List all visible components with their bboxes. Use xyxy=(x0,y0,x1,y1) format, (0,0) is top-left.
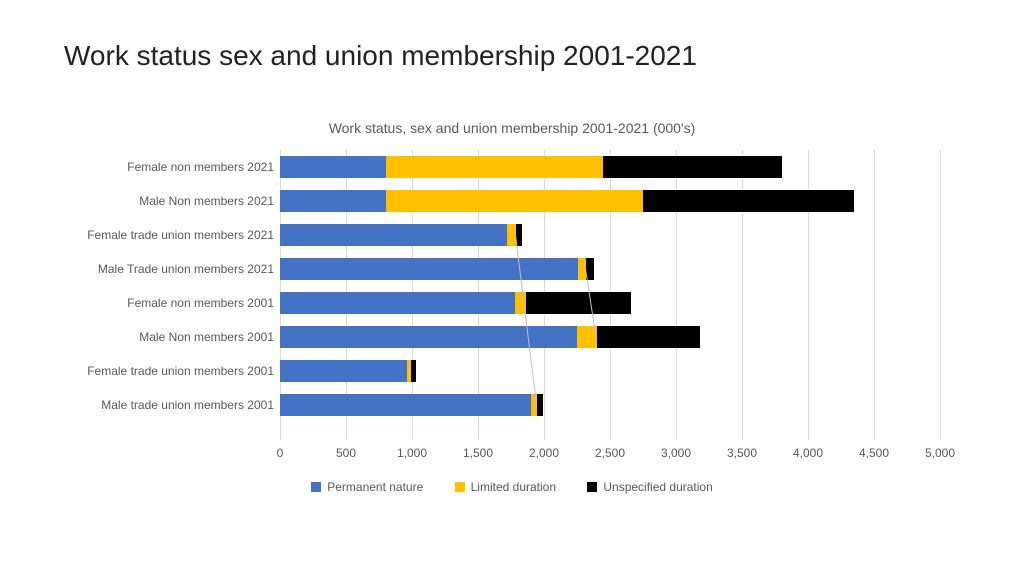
x-tick-label: 2,000 xyxy=(529,446,559,460)
legend-label: Unspecified duration xyxy=(603,480,712,494)
chart-subtitle: Work status, sex and union membership 20… xyxy=(0,120,1024,136)
legend-swatch-unspecified xyxy=(587,482,597,492)
bar-segment xyxy=(643,190,854,212)
bar-segment xyxy=(597,326,700,348)
plot-region xyxy=(280,150,940,440)
bar-segment xyxy=(411,360,416,382)
bar-row xyxy=(280,360,416,382)
bar-segment xyxy=(603,156,781,178)
legend-swatch-permanent xyxy=(311,482,321,492)
page-title: Work status sex and union membership 200… xyxy=(64,40,697,72)
x-tick-label: 3,000 xyxy=(661,446,691,460)
bar-segment xyxy=(280,190,386,212)
bar-segment xyxy=(386,156,604,178)
category-label: Female non members 2001 xyxy=(14,292,274,314)
bar-segment xyxy=(280,224,507,246)
category-label: Male trade union members 2001 xyxy=(14,394,274,416)
legend-swatch-limited xyxy=(455,482,465,492)
bar-row xyxy=(280,190,854,212)
gridline xyxy=(940,150,941,440)
x-tick-label: 4,500 xyxy=(859,446,889,460)
bar-segment xyxy=(526,292,632,314)
x-tick-label: 1,500 xyxy=(463,446,493,460)
gridline xyxy=(874,150,875,440)
x-tick-label: 5,000 xyxy=(925,446,955,460)
legend-item-unspecified: Unspecified duration xyxy=(587,480,712,494)
bar-segment xyxy=(280,258,578,280)
x-tick-label: 500 xyxy=(336,446,356,460)
x-tick-label: 2,500 xyxy=(595,446,625,460)
bar-row xyxy=(280,394,543,416)
bar-segment xyxy=(537,394,542,416)
x-tick-label: 3,500 xyxy=(727,446,757,460)
category-label: Female trade union members 2001 xyxy=(14,360,274,382)
legend-item-limited: Limited duration xyxy=(455,480,556,494)
chart-area: 0 500 1,000 1,500 2,000 2,500 3,000 3,500 4,000 4… xyxy=(0,150,1024,470)
legend: Permanent nature Limited duration Unspec… xyxy=(0,480,1024,495)
bar-segment xyxy=(280,360,407,382)
category-label: Female non members 2021 xyxy=(14,156,274,178)
bar-segment xyxy=(280,326,577,348)
bar-row xyxy=(280,292,631,314)
bar-row xyxy=(280,258,594,280)
bar-segment xyxy=(280,292,515,314)
bar-segment xyxy=(280,394,531,416)
category-label: Female trade union members 2021 xyxy=(14,224,274,246)
legend-label: Permanent nature xyxy=(327,480,423,494)
category-label: Male Trade union members 2021 xyxy=(14,258,274,280)
x-tick-label: 1,000 xyxy=(397,446,427,460)
legend-item-permanent: Permanent nature xyxy=(311,480,423,494)
bar-segment xyxy=(586,258,594,280)
bar-row xyxy=(280,224,522,246)
x-tick-label: 4,000 xyxy=(793,446,823,460)
bar-row xyxy=(280,156,782,178)
category-label: Male Non members 2021 xyxy=(14,190,274,212)
category-label: Male Non members 2001 xyxy=(14,326,274,348)
bar-segment xyxy=(386,190,643,212)
legend-label: Limited duration xyxy=(471,480,556,494)
x-tick-label: 0 xyxy=(277,446,284,460)
bar-row xyxy=(280,326,700,348)
bar-segment xyxy=(280,156,386,178)
